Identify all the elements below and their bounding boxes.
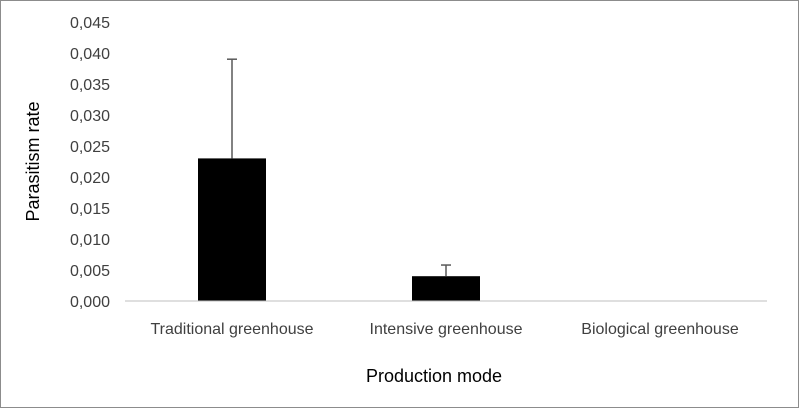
y-tick-label: 0,005 — [70, 263, 110, 280]
bars — [198, 158, 480, 301]
y-tick-label: 0,035 — [70, 77, 110, 94]
x-tick-label: Intensive greenhouse — [370, 321, 523, 338]
x-tick-label: Traditional greenhouse — [150, 321, 313, 338]
bar — [198, 158, 266, 301]
x-tick-label: Biological greenhouse — [581, 321, 739, 338]
y-tick-label: 0,025 — [70, 139, 110, 156]
y-tick-label: 0,010 — [70, 232, 110, 249]
y-tick-label: 0,045 — [70, 15, 110, 32]
y-tick-label: 0,040 — [70, 46, 110, 63]
y-axis-ticks: 0,000 0,005 0,010 0,015 0,020 0,025 0,030 0,035… — [70, 15, 110, 311]
x-axis-ticks: Traditional greenhouse Intensive greenhou… — [150, 321, 738, 338]
y-tick-label: 0,030 — [70, 108, 110, 125]
y-axis-title: Parasitism rate — [23, 101, 43, 221]
y-tick-label: 0,020 — [70, 170, 110, 187]
bar — [412, 276, 480, 301]
x-axis-title: Production mode — [366, 366, 502, 386]
error-bars — [227, 58, 451, 277]
y-tick-label: 0,015 — [70, 201, 110, 218]
y-tick-label: 0,000 — [70, 294, 110, 311]
